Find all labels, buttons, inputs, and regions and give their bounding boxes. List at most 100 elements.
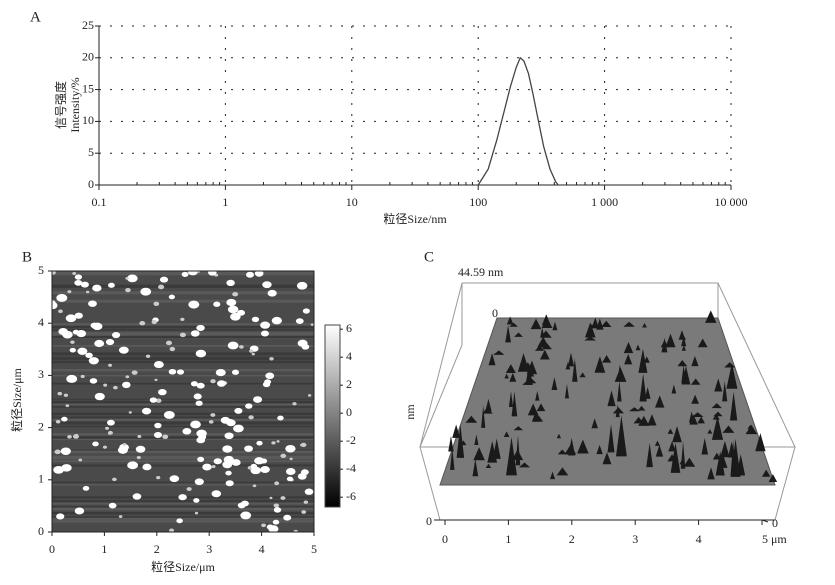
streak	[52, 416, 314, 419]
y-axis-label: 信号强度	[53, 81, 68, 129]
particle	[196, 324, 205, 332]
streak	[52, 345, 314, 347]
particle	[239, 345, 244, 349]
colorbar-tick-label: 2	[346, 377, 352, 391]
particle	[261, 523, 267, 528]
peak	[518, 462, 531, 468]
peak	[713, 411, 723, 417]
peak	[647, 414, 657, 426]
peak	[485, 463, 492, 468]
streak	[52, 360, 314, 364]
particle	[153, 301, 160, 306]
peak	[633, 416, 644, 424]
peak	[671, 384, 677, 394]
particle	[128, 411, 132, 414]
particle	[82, 485, 90, 491]
particle	[65, 404, 70, 408]
streak	[52, 481, 314, 483]
x-tick-label: 0	[442, 532, 448, 546]
particle	[154, 378, 158, 382]
particle	[240, 500, 249, 507]
particle	[226, 298, 237, 307]
streak	[52, 460, 314, 463]
x-tick-label: 0.1	[92, 195, 107, 209]
x-axis-label: 粒径Size/nm	[383, 211, 447, 226]
particle	[232, 291, 239, 297]
particle	[301, 510, 307, 514]
streak	[52, 323, 314, 326]
y-axis-label: Intensity/%	[68, 77, 82, 132]
particle	[149, 397, 158, 403]
peak	[591, 418, 598, 429]
peak	[720, 440, 730, 458]
particle	[158, 284, 165, 290]
peak	[607, 390, 616, 407]
particle	[271, 441, 276, 445]
x-tick-label: 10 000	[715, 195, 748, 209]
particle	[77, 347, 88, 355]
particle	[181, 271, 189, 277]
corner-label: 0	[492, 306, 498, 320]
particle	[237, 309, 246, 316]
particle	[127, 461, 139, 470]
particle	[213, 301, 221, 307]
particle	[80, 281, 89, 288]
peak	[513, 426, 524, 431]
particle	[56, 513, 65, 520]
particle	[94, 392, 105, 401]
particle	[89, 378, 98, 384]
particle	[63, 393, 69, 397]
particle	[142, 463, 152, 471]
streak	[52, 457, 314, 460]
peak	[591, 317, 599, 329]
peak	[612, 407, 624, 414]
particle	[256, 440, 263, 446]
peak	[690, 378, 701, 385]
particle	[230, 312, 241, 321]
y-tick-label: 0	[772, 516, 778, 530]
particle	[188, 300, 200, 309]
particle	[85, 352, 93, 359]
peak	[505, 364, 516, 374]
peak	[668, 441, 676, 452]
y-tick-label: 2	[38, 419, 44, 433]
particle	[169, 346, 176, 352]
particle	[193, 498, 200, 503]
peak	[655, 444, 664, 457]
y-tick-label: 0	[38, 524, 44, 538]
peak	[677, 360, 688, 367]
particle	[251, 316, 260, 323]
peak	[503, 431, 510, 437]
peak	[755, 433, 766, 452]
x-tick-label: 1	[505, 532, 511, 546]
particle	[154, 422, 162, 429]
peak	[691, 394, 699, 404]
particle	[108, 432, 112, 435]
peak	[556, 467, 569, 476]
particle	[197, 456, 205, 462]
peak	[473, 447, 485, 461]
streak	[52, 511, 314, 515]
peak	[711, 415, 724, 440]
peak	[602, 452, 612, 465]
particle	[253, 396, 263, 403]
streak	[52, 464, 314, 467]
peak	[527, 403, 539, 416]
peak	[722, 381, 728, 402]
particle	[125, 277, 129, 280]
particle	[169, 475, 180, 483]
peak	[637, 405, 646, 411]
particle	[210, 413, 216, 417]
particle	[106, 419, 115, 426]
particle	[141, 407, 152, 415]
particle	[168, 294, 175, 300]
streak	[52, 450, 314, 454]
peak	[514, 332, 523, 337]
particle	[52, 300, 56, 306]
peak	[768, 474, 778, 482]
peak	[511, 449, 524, 461]
streak	[52, 412, 314, 416]
x-tick-label: 1 000	[591, 195, 618, 209]
particle	[103, 383, 108, 387]
peak	[644, 387, 651, 399]
